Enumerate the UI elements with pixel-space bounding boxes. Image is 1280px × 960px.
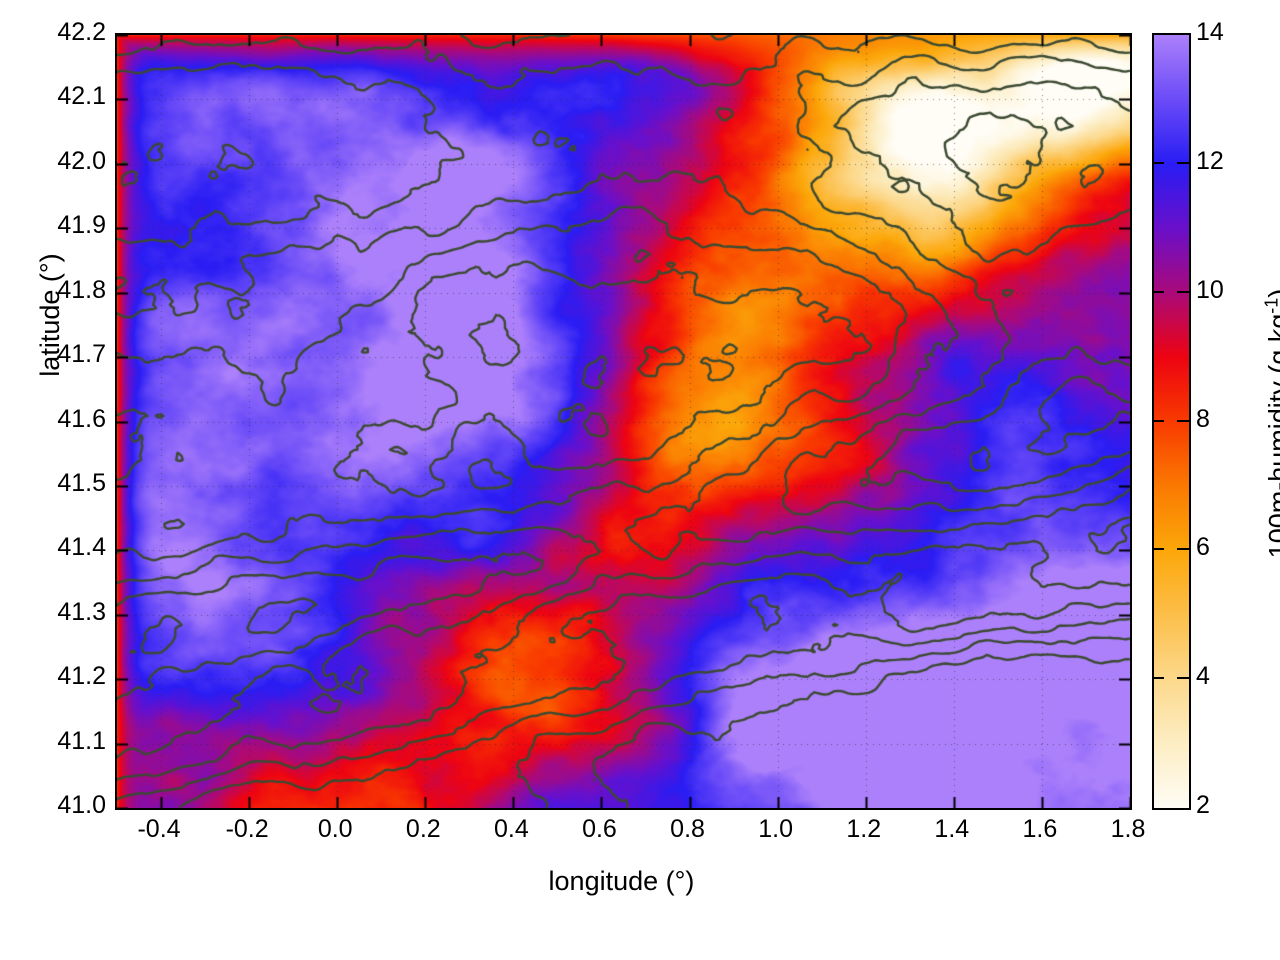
colorbar-tick-mark — [1152, 290, 1164, 293]
humidity-heatmap-canvas — [117, 35, 1130, 808]
plot-area — [115, 33, 1132, 810]
colorbar-tick-label: 14 — [1196, 18, 1224, 46]
x-tick-label: -0.4 — [137, 815, 181, 843]
colorbar-tick-mark — [1177, 419, 1189, 422]
y-tick-label: 41.0 — [57, 791, 106, 819]
y-tick-label: 41.8 — [57, 275, 106, 304]
y-tick-label: 41.6 — [57, 404, 106, 433]
colorbar-tick-label: 10 — [1196, 275, 1224, 304]
x-axis-label: longitude (°) — [548, 866, 695, 896]
colorbar-tick-mark — [1152, 419, 1164, 422]
colorbar-label-exponent: -1 — [1261, 297, 1280, 314]
x-tick-label: 0.8 — [670, 815, 705, 843]
x-tick-label: 1.8 — [1110, 815, 1146, 843]
colorbar-label-main: 100m-humidity (g kg — [1263, 313, 1280, 559]
y-tick-label: 41.7 — [57, 340, 106, 369]
colorbar-tick-label: 12 — [1196, 146, 1224, 175]
colorbar-tick-mark — [1177, 161, 1189, 164]
x-tick-label: 1.4 — [934, 815, 970, 843]
y-tick-label: 41.2 — [57, 662, 106, 691]
x-tick-label: 0.0 — [317, 815, 353, 843]
colorbar-tick-mark — [1177, 548, 1189, 551]
colorbar-tick-mark — [1177, 290, 1189, 293]
y-tick-label: 42.0 — [57, 146, 106, 175]
y-tick-label: 41.3 — [57, 597, 106, 626]
colorbar-tick-mark — [1152, 548, 1164, 551]
colorbar-tick-mark — [1152, 161, 1164, 164]
colorbar-tick-label: 8 — [1196, 404, 1210, 433]
x-tick-label: -0.2 — [225, 815, 269, 843]
colorbar-tick-mark — [1152, 677, 1164, 680]
x-tick-label: 0.4 — [494, 815, 529, 843]
x-tick-label: 0.2 — [405, 815, 441, 843]
y-axis-label: latitude (°) — [35, 253, 65, 377]
colorbar-tick-mark — [1177, 677, 1189, 680]
y-tick-label: 41.4 — [57, 533, 106, 562]
y-tick-label: 41.1 — [57, 726, 106, 755]
y-tick-label: 41.5 — [57, 468, 106, 497]
y-tick-label: 41.9 — [57, 211, 106, 240]
colorbar-label: 100m-humidity (g kg-1) — [1257, 204, 1280, 644]
colorbar-gradient — [1154, 35, 1189, 808]
colorbar — [1152, 33, 1191, 810]
y-tick-label: 42.2 — [57, 18, 106, 46]
x-tick-label: 1.0 — [758, 815, 794, 843]
colorbar-label-tail: ) — [1264, 289, 1280, 298]
x-tick-label: 1.2 — [846, 815, 882, 843]
colorbar-tick-label: 4 — [1196, 662, 1210, 691]
colorbar-tick-label: 6 — [1196, 533, 1210, 562]
colorbar-tick-label: 2 — [1196, 791, 1210, 819]
x-tick-label: 1.6 — [1022, 815, 1058, 843]
y-tick-label: 42.1 — [57, 82, 106, 111]
x-tick-label: 0.6 — [582, 815, 617, 843]
